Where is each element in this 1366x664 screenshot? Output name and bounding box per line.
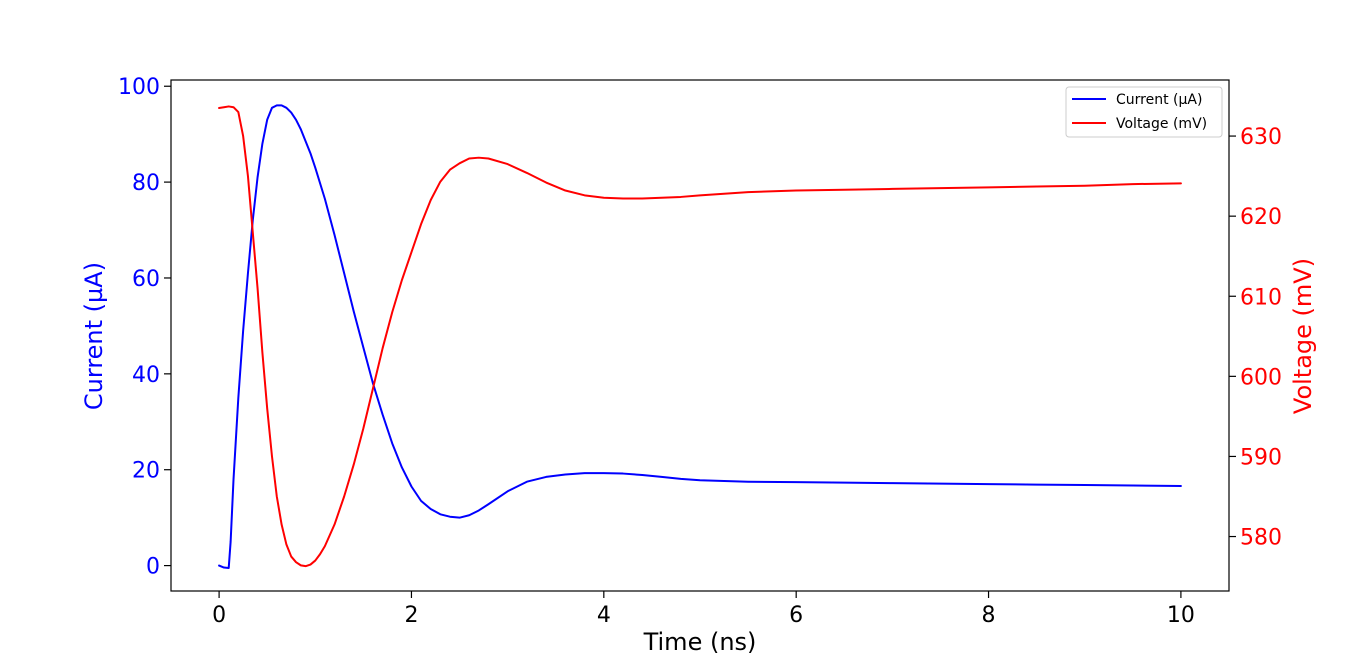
y-right-tick-label: 590 (1240, 445, 1282, 470)
x-tick-label: 2 (404, 603, 418, 628)
x-axis-ticks: 0 2 4 6 8 10 (212, 591, 1195, 628)
y-left-tick-label: 0 (146, 555, 160, 580)
x-axis-label: Time (ns) (643, 628, 757, 656)
legend: Current (µA) Voltage (mV) (1065, 86, 1223, 138)
y-left-tick-label: 100 (118, 75, 160, 100)
plot-frame (170, 79, 1230, 592)
y-left-tick-label: 60 (132, 267, 160, 292)
x-tick-label: 0 (212, 603, 226, 628)
series-layer (218, 104, 1182, 569)
y-left-tick-label: 40 (132, 363, 160, 388)
y-left-tick-label: 80 (132, 171, 160, 196)
legend-label-current: Current (µA) (1116, 92, 1202, 108)
y-right-tick-label: 580 (1240, 526, 1282, 551)
y-left-axis-label: Current (µA) (80, 262, 108, 410)
y-right-tick-label: 610 (1240, 285, 1282, 310)
y-right-axis-ticks: 580 590 600 610 620 630 (1229, 125, 1282, 551)
series-line-voltage (218, 105, 1182, 568)
x-tick-label: 6 (789, 603, 803, 628)
legend-label-voltage: Voltage (mV) (1116, 116, 1207, 132)
y-left-axis-ticks: 0 20 40 60 80 100 (118, 75, 171, 580)
series-line-current (218, 104, 1182, 569)
y-right-tick-label: 600 (1240, 365, 1282, 390)
x-tick-label: 10 (1167, 603, 1195, 628)
y-right-axis-label: Voltage (mV) (1289, 258, 1317, 414)
y-right-tick-label: 620 (1240, 205, 1282, 230)
x-tick-label: 8 (982, 603, 996, 628)
y-right-tick-label: 630 (1240, 125, 1282, 150)
y-left-tick-label: 20 (132, 459, 160, 484)
x-tick-label: 4 (597, 603, 611, 628)
